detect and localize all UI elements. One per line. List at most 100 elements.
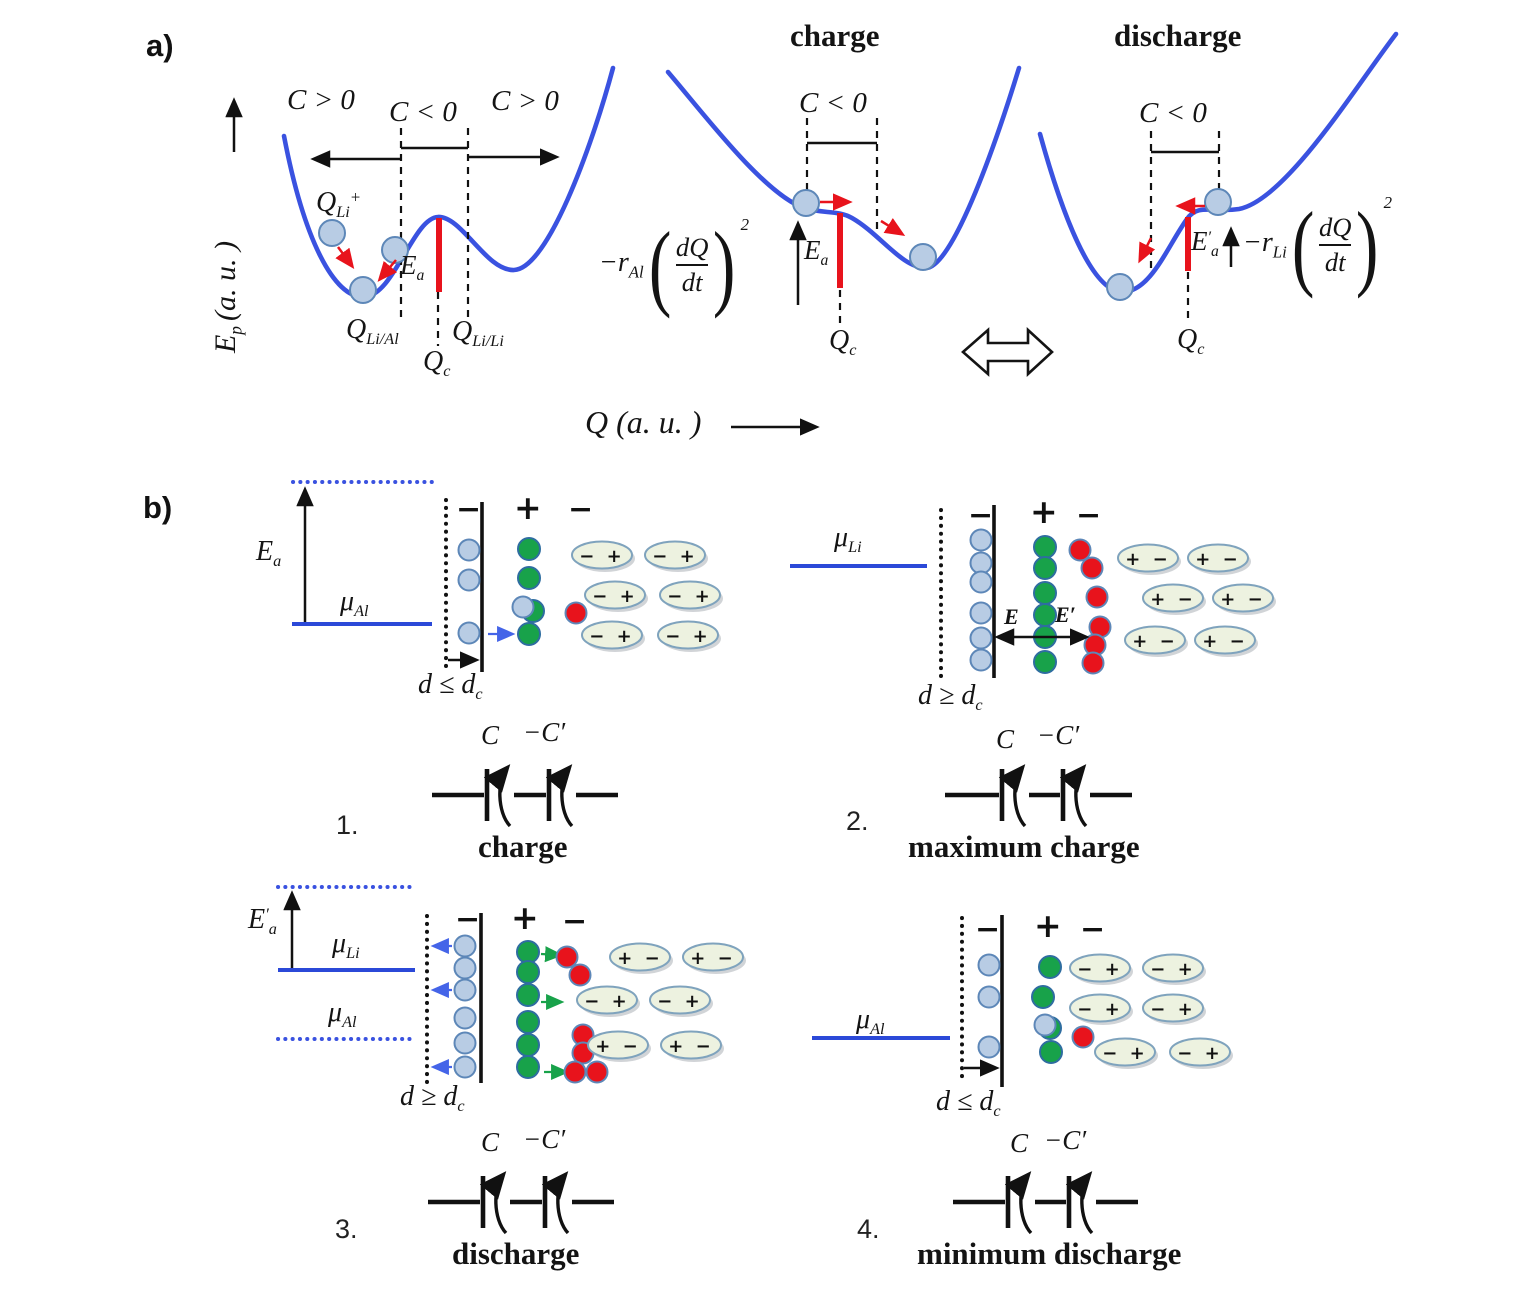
d-label: d ≥ dc — [400, 1081, 465, 1116]
d-label: d ≥ dc — [918, 680, 983, 715]
x-axis-label: Q (a. u. ) — [585, 404, 702, 440]
anion-minus-sign: − — [1080, 912, 1106, 947]
y-axis-label: Ep(a. u. ) — [208, 241, 246, 354]
svg-text:− +: − + — [1150, 959, 1195, 980]
cap-minus-c-label: −C′ — [523, 717, 566, 747]
step-caption: charge — [478, 829, 568, 864]
step-caption: discharge — [452, 1236, 580, 1271]
solvent-pill: + − — [660, 1030, 724, 1062]
mu-li-label: μLi — [834, 522, 862, 557]
li-ion-ball — [318, 219, 346, 247]
c-positive-right-label: C > 0 — [491, 85, 559, 117]
svg-text:− +: − + — [579, 546, 624, 567]
anion-minus-sign: − — [568, 492, 594, 527]
panel-b-tag: b) — [143, 490, 173, 525]
solvent-pill: − + — [1169, 1037, 1233, 1069]
mu-al-label: μAl — [328, 997, 357, 1032]
svg-text:− +: − + — [652, 546, 697, 567]
charge-title: charge — [790, 18, 880, 53]
svg-text:− +: − + — [1077, 999, 1122, 1020]
step-number: 4. — [857, 1214, 880, 1244]
ea-label-initial: Ea — [400, 250, 425, 284]
li-ion-ball — [1204, 188, 1232, 216]
capacitor-circuit-2 — [945, 764, 1132, 828]
svg-text:+ −: + − — [1132, 631, 1177, 652]
svg-text:− +: − + — [1102, 1043, 1147, 1064]
li-ion-ball — [792, 189, 820, 217]
svg-text:− +: − + — [592, 586, 637, 607]
discharge-title: discharge — [1114, 18, 1242, 53]
field-e-label: E — [1004, 604, 1019, 629]
svg-text:+ −: + − — [690, 948, 735, 969]
hop-arrow — [880, 218, 906, 236]
solvent-pill: + − — [587, 1030, 651, 1062]
cation-plus-sign: + — [514, 488, 542, 527]
solvent-pill: + − — [682, 942, 746, 974]
svg-text:− +: − + — [589, 626, 634, 647]
ea-gap-label: Ea — [256, 536, 282, 571]
electrode-minus-sign: − — [968, 498, 994, 533]
c-negative-label: C < 0 — [799, 87, 867, 119]
diagram-1-charge: − + − + − + − + − + − + — [291, 480, 723, 672]
solvent-pill: + − — [1117, 543, 1181, 575]
cation-plus-sign: + — [1034, 906, 1062, 945]
svg-text:+ −: + − — [1195, 549, 1240, 570]
diagram-2-maximum-charge: + − + − + − + − + − + − — [790, 505, 1276, 684]
c-negative-label: C < 0 — [389, 96, 457, 128]
solvent-pill: − + — [1142, 993, 1206, 1025]
solvent-pill: − + — [581, 620, 645, 652]
d-label: d ≤ dc — [936, 1086, 1001, 1121]
qc-label-initial: Qc — [423, 346, 451, 381]
cap-minus-c-label: −C′ — [1037, 720, 1080, 750]
cation-plus-sign: + — [511, 898, 539, 937]
solvent-pill: − + — [571, 540, 635, 572]
svg-text:− +: − + — [657, 991, 702, 1012]
solvent-pill: + − — [1187, 543, 1251, 575]
solvent-pill: − + — [1069, 993, 1133, 1025]
c-positive-left-label: C > 0 — [287, 84, 355, 116]
li-ion-ball — [1106, 273, 1134, 301]
mu-li-label: μLi — [332, 928, 360, 963]
svg-text:− +: − + — [584, 991, 629, 1012]
solvent-pill: − + — [649, 985, 713, 1017]
electrode-minus-sign: − — [975, 912, 1001, 947]
anion-minus-sign: − — [1076, 498, 1102, 533]
capacitor-circuit-1 — [432, 764, 618, 828]
solvent-pill: − + — [576, 985, 640, 1017]
svg-text:− +: − + — [1077, 959, 1122, 980]
svg-text:− +: − + — [665, 626, 710, 647]
step-number: 2. — [846, 806, 869, 836]
mu-al-label: μAl — [856, 1004, 885, 1039]
step-number: 3. — [335, 1214, 358, 1244]
qc-label-charge: Qc — [829, 325, 857, 360]
step-caption: maximum charge — [908, 829, 1140, 864]
panel-a-tag: a) — [146, 28, 174, 63]
ea-label-charge: Ea — [804, 235, 829, 269]
li-ion-ball — [349, 276, 377, 304]
li-ion-ball — [909, 243, 937, 271]
svg-text:+ −: + − — [617, 948, 662, 969]
step-number: 1. — [336, 810, 359, 840]
cap-c-label: C — [481, 1127, 500, 1157]
equivalence-arrow — [961, 327, 1054, 377]
potential-curve-charge — [665, 65, 1022, 271]
mu-al-label: μAl — [340, 586, 369, 621]
svg-text:+ −: + − — [595, 1036, 640, 1057]
svg-text:+ −: + − — [1220, 589, 1265, 610]
c-negative-label: C < 0 — [1139, 97, 1207, 129]
q-li-li-label: QLi/Li — [452, 316, 504, 351]
cap-c-label: C — [481, 720, 500, 750]
q-li-label: QLi+ — [316, 187, 362, 222]
diagram-4-minimum-discharge: − + − + − + − + − + − + — [812, 915, 1233, 1087]
solvent-pill: − + — [1094, 1037, 1158, 1069]
hop-arrow — [1138, 237, 1156, 264]
solvent-pill: + − — [1194, 625, 1258, 657]
step-caption: minimum discharge — [917, 1236, 1182, 1271]
cap-minus-c-label: −C′ — [523, 1124, 566, 1154]
cation-plus-sign: + — [1030, 492, 1058, 531]
q-li-al-label: QLi/Al — [346, 314, 399, 349]
electrode-minus-sign: − — [456, 492, 482, 527]
solvent-pill: − + — [657, 620, 721, 652]
